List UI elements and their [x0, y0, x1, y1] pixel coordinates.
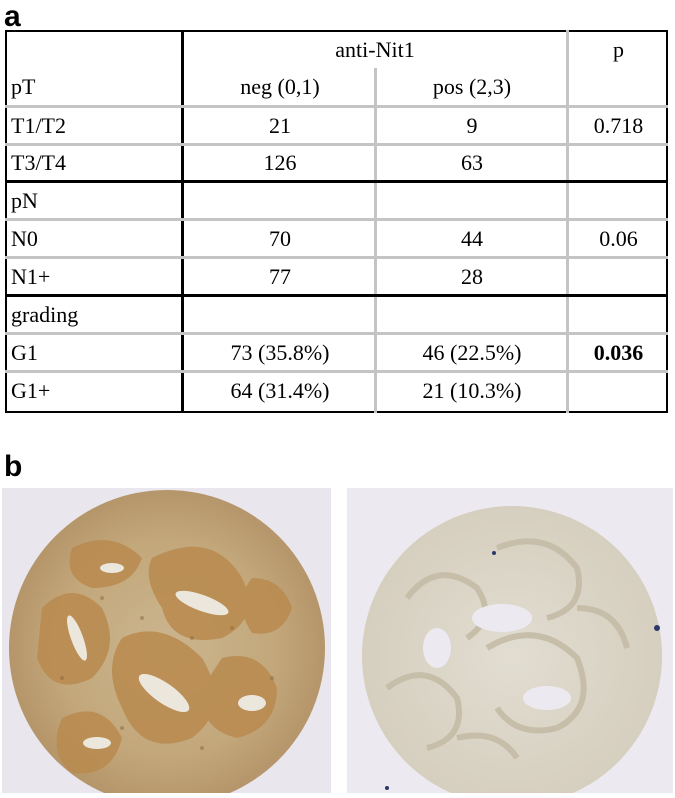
panel-b-label: b — [4, 450, 23, 483]
pos-value: 46 (22.5%) — [422, 340, 522, 365]
row-label: G1+ — [11, 378, 51, 403]
row-label: T1/T2 — [11, 113, 66, 138]
results-table: anti-Nit1 p pT neg (0,1) pos (2,3) T1/T2… — [5, 30, 668, 413]
neg-value: 64 (31.4%) — [230, 378, 330, 403]
row-label: pN — [11, 188, 38, 213]
pos-header: pos (2,3) — [432, 74, 512, 99]
p-value — [569, 260, 668, 294]
table-divider — [566, 30, 569, 413]
table-divider — [5, 143, 668, 146]
p-value — [569, 374, 668, 408]
table-divider — [374, 68, 377, 413]
neg-value: 77 — [269, 264, 291, 289]
table-divider — [5, 218, 668, 221]
table-frame — [5, 30, 668, 413]
row-label-header: pT — [11, 74, 36, 99]
panel-a-label: a — [4, 0, 21, 33]
pos-value: 63 — [461, 150, 483, 175]
pos-value: 44 — [461, 226, 483, 251]
table-divider — [5, 332, 668, 335]
neg-value — [185, 298, 375, 332]
group-header: anti-Nit1 — [335, 37, 415, 62]
pos-value: 21 (10.3%) — [422, 378, 522, 403]
micrograph-positive-stain — [2, 488, 331, 793]
p-value — [569, 146, 668, 180]
pos-value — [377, 184, 567, 218]
p-value — [569, 184, 668, 218]
p-value: 0.718 — [593, 113, 644, 138]
neg-value — [185, 184, 375, 218]
neg-header: neg (0,1) — [240, 74, 320, 99]
neg-value: 126 — [263, 150, 297, 175]
pos-value: 9 — [466, 113, 478, 138]
p-value: 0.06 — [599, 226, 638, 251]
table-divider — [5, 294, 668, 297]
neg-value: 21 — [269, 113, 291, 138]
p-value — [569, 298, 668, 332]
table-divider — [181, 30, 184, 413]
table-divider — [5, 180, 668, 183]
micrograph-negative-stain — [347, 488, 673, 793]
row-label: N1+ — [11, 264, 51, 289]
table-divider — [5, 256, 668, 259]
row-label: T3/T4 — [11, 150, 66, 175]
p-value: 0.036 — [593, 340, 644, 365]
neg-value: 73 (35.8%) — [230, 340, 330, 365]
table-divider — [5, 370, 668, 373]
row-label: N0 — [11, 226, 38, 251]
pos-value: 28 — [461, 264, 483, 289]
row-label: grading — [11, 302, 79, 327]
table-divider — [5, 105, 668, 108]
neg-value: 70 — [269, 226, 291, 251]
pos-value — [377, 298, 567, 332]
p-header: p — [613, 37, 624, 62]
row-label: G1 — [11, 340, 38, 365]
